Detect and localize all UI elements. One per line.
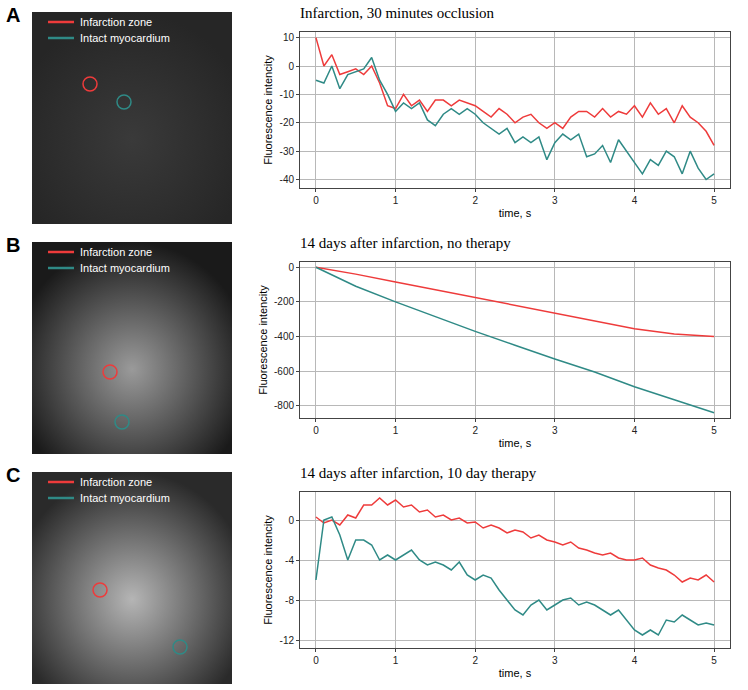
svg-text:1: 1: [393, 425, 399, 436]
svg-text:10: 10: [283, 32, 295, 43]
svg-text:0: 0: [288, 61, 294, 72]
svg-text:0: 0: [313, 425, 319, 436]
svg-text:2: 2: [472, 195, 478, 206]
svg-text:14 days after infarction, 10 d: 14 days after infarction, 10 day therapy: [300, 465, 537, 481]
svg-text:Fluorescence intencity: Fluorescence intencity: [262, 515, 274, 625]
svg-text:B: B: [6, 234, 20, 256]
svg-text:time, s: time, s: [499, 667, 532, 679]
svg-text:1: 1: [393, 655, 399, 666]
svg-text:0: 0: [288, 262, 294, 273]
svg-text:2: 2: [472, 425, 478, 436]
svg-text:4: 4: [632, 195, 638, 206]
svg-text:-12: -12: [280, 635, 295, 646]
svg-text:Intact myocardium: Intact myocardium: [80, 262, 170, 274]
svg-text:0: 0: [288, 515, 294, 526]
svg-text:Intact myocardium: Intact myocardium: [80, 492, 170, 504]
svg-text:-20: -20: [280, 117, 295, 128]
svg-text:-800: -800: [274, 400, 294, 411]
svg-text:5: 5: [711, 425, 717, 436]
svg-text:-600: -600: [274, 366, 294, 377]
svg-text:1: 1: [393, 195, 399, 206]
svg-text:0: 0: [313, 195, 319, 206]
svg-text:-30: -30: [280, 146, 295, 157]
svg-text:5: 5: [711, 655, 717, 666]
svg-text:-4: -4: [285, 555, 294, 566]
svg-text:3: 3: [552, 425, 558, 436]
svg-text:-10: -10: [280, 89, 295, 100]
svg-text:-400: -400: [274, 331, 294, 342]
svg-text:Fluorescence intencity: Fluorescence intencity: [257, 285, 269, 395]
svg-text:0: 0: [313, 655, 319, 666]
svg-text:5: 5: [711, 195, 717, 206]
svg-text:C: C: [6, 464, 20, 486]
svg-text:4: 4: [632, 425, 638, 436]
svg-text:time, s: time, s: [499, 207, 532, 219]
svg-text:4: 4: [632, 655, 638, 666]
svg-text:A: A: [6, 4, 20, 26]
svg-text:Infarction zone: Infarction zone: [80, 16, 152, 28]
svg-text:3: 3: [552, 655, 558, 666]
svg-text:Fluorescence intencity: Fluorescence intencity: [262, 55, 274, 165]
svg-text:14 days after infarction, no t: 14 days after infarction, no therapy: [300, 235, 511, 251]
svg-text:Infarction zone: Infarction zone: [80, 246, 152, 258]
svg-text:time, s: time, s: [499, 437, 532, 449]
svg-text:2: 2: [472, 655, 478, 666]
svg-text:3: 3: [552, 195, 558, 206]
svg-text:Intact myocardium: Intact myocardium: [80, 32, 170, 44]
svg-text:-8: -8: [285, 595, 294, 606]
svg-text:-200: -200: [274, 296, 294, 307]
svg-text:-40: -40: [280, 174, 295, 185]
svg-text:Infarction zone: Infarction zone: [80, 476, 152, 488]
svg-text:Infarction, 30 minutes occlusi: Infarction, 30 minutes occlusion: [300, 5, 495, 21]
